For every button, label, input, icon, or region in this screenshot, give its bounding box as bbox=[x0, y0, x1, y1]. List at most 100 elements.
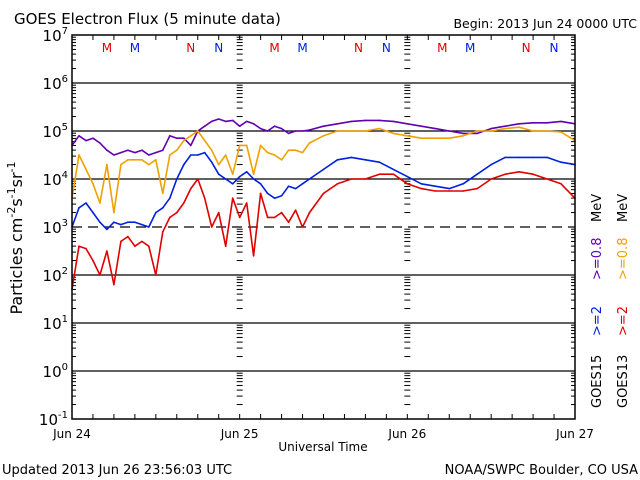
data-point bbox=[462, 135, 465, 137]
data-point bbox=[210, 161, 213, 163]
data-point bbox=[378, 173, 381, 175]
data-point bbox=[462, 190, 465, 192]
data-point bbox=[224, 245, 227, 247]
plot-frame bbox=[71, 34, 576, 420]
data-point bbox=[392, 132, 395, 135]
data-point bbox=[287, 132, 290, 135]
data-point bbox=[476, 130, 478, 132]
data-point bbox=[120, 223, 122, 226]
data-point bbox=[245, 144, 248, 147]
legend: GOES15 >=2 >=0.8 MeV GOES13 >=2 >=0.8 MeV bbox=[590, 194, 631, 408]
y-tick-base: 10 bbox=[43, 315, 62, 333]
data-point bbox=[141, 159, 143, 161]
x-tick-label: Jun 24 bbox=[52, 427, 91, 441]
data-point bbox=[78, 154, 80, 156]
y-tick-label: 105 bbox=[43, 122, 68, 141]
marker-m: M bbox=[437, 41, 447, 55]
data-point bbox=[280, 211, 283, 214]
data-point bbox=[238, 175, 241, 178]
data-point bbox=[78, 245, 80, 247]
data-point bbox=[308, 142, 311, 144]
data-point bbox=[231, 183, 234, 185]
y-tick-base: 10 bbox=[43, 363, 62, 381]
marker-n: N bbox=[522, 41, 531, 55]
y-tick-base: 10 bbox=[39, 411, 58, 429]
data-point bbox=[518, 123, 520, 125]
data-point bbox=[322, 135, 325, 137]
data-point bbox=[210, 226, 213, 228]
data-point bbox=[231, 119, 234, 122]
y-tick-base: 10 bbox=[43, 27, 62, 45]
data-point bbox=[127, 159, 129, 161]
data-point bbox=[294, 209, 297, 211]
data-point bbox=[189, 154, 192, 156]
data-point bbox=[392, 168, 395, 171]
data-point bbox=[280, 159, 283, 161]
data-point bbox=[175, 149, 178, 151]
data-point bbox=[532, 130, 534, 132]
data-point bbox=[406, 175, 409, 178]
data-point bbox=[155, 211, 157, 214]
y-label-exp3: -1 bbox=[5, 161, 18, 172]
marker-m: M bbox=[130, 41, 140, 55]
x-tick-label: Jun 27 bbox=[555, 427, 594, 441]
data-point bbox=[162, 207, 164, 209]
data-point bbox=[301, 226, 304, 228]
x-tick-labels: Jun 24 Jun 25 Jun 26 Jun 27 bbox=[52, 427, 594, 441]
series-line-0 bbox=[71, 118, 576, 156]
data-point bbox=[155, 274, 157, 276]
marker-m: M bbox=[102, 41, 112, 55]
data-point bbox=[336, 130, 339, 132]
y-tick-label: 100 bbox=[43, 362, 68, 381]
y-tick-exponent: 2 bbox=[62, 266, 68, 277]
x-tick-label: Jun 26 bbox=[387, 427, 426, 441]
data-point bbox=[301, 183, 304, 185]
marker-n: N bbox=[214, 41, 223, 55]
data-point bbox=[462, 132, 465, 135]
begin-label: Begin: 2013 Jun 24 0000 UTC bbox=[453, 16, 637, 31]
data-point bbox=[252, 173, 255, 175]
data-point bbox=[203, 139, 206, 142]
data-point bbox=[85, 247, 87, 250]
data-point bbox=[113, 283, 115, 286]
data-point bbox=[259, 127, 262, 130]
data-point bbox=[266, 130, 269, 132]
data-point bbox=[106, 163, 108, 166]
data-point bbox=[169, 216, 171, 219]
y-tick-base: 10 bbox=[43, 75, 62, 93]
data-point bbox=[99, 221, 101, 223]
data-point bbox=[378, 119, 381, 122]
legend-item: MeV bbox=[616, 194, 631, 222]
y-tick-label: 107 bbox=[43, 26, 68, 45]
y-tick-label: 102 bbox=[43, 266, 68, 285]
marker-n: N bbox=[550, 41, 559, 55]
data-point bbox=[448, 137, 451, 139]
svg-text:Particles cm-2s-1sr-1: Particles cm-2s-1sr-1 bbox=[5, 161, 26, 314]
data-point bbox=[231, 173, 234, 175]
data-point bbox=[266, 192, 269, 195]
data-point bbox=[294, 149, 297, 151]
data-point bbox=[350, 178, 353, 180]
data-point bbox=[420, 137, 423, 139]
data-point bbox=[141, 223, 143, 226]
data-point bbox=[189, 187, 192, 190]
y-tick-exponent: 7 bbox=[62, 26, 68, 37]
data-point bbox=[560, 131, 562, 133]
y-label-s: s bbox=[7, 198, 26, 206]
data-point bbox=[560, 183, 562, 185]
data-point bbox=[106, 149, 108, 151]
legend-text: GOES15 >=2 >=0.8 MeV bbox=[590, 194, 605, 408]
data-point bbox=[78, 207, 80, 209]
data-point bbox=[364, 178, 367, 180]
data-point bbox=[134, 245, 136, 247]
data-point bbox=[175, 178, 178, 180]
data-point bbox=[518, 171, 520, 173]
y-tick-exponent: 0 bbox=[62, 362, 68, 373]
legend-item: >=2 bbox=[590, 306, 605, 336]
data-point bbox=[294, 187, 297, 190]
data-point bbox=[420, 183, 423, 185]
data-point bbox=[434, 137, 437, 139]
data-point bbox=[162, 231, 164, 233]
data-point bbox=[518, 126, 520, 128]
